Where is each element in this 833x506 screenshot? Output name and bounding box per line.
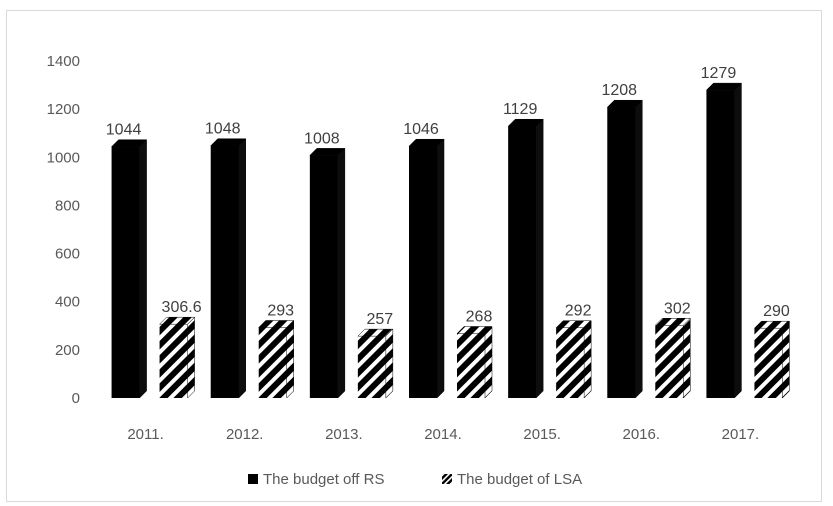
y-tick-label-5: 1000 [47,149,80,166]
bar-front-1-3 [409,146,437,398]
bar-side-1-4 [535,118,544,399]
bar-2-3 [456,325,493,399]
bar-side-2-3 [484,325,493,399]
bar-side-2-4 [583,320,592,399]
legend: The budget off RS The budget of LSA [248,471,582,488]
data-label-2-4: 292 [565,303,592,320]
bar-side-2-0 [187,316,195,399]
data-label-1-5: 1208 [601,82,637,99]
y-tick-label-2: 400 [55,294,80,311]
bar-front-1-5 [607,107,636,399]
bar-side-1-2 [337,147,346,399]
data-label-2-1: 293 [267,302,294,319]
bar-top-1-6 [705,82,743,91]
bar-2-2 [357,328,394,399]
bar-2-0 [158,316,196,399]
bar-front-1-0 [111,146,140,398]
bar-top-2-3 [456,326,493,334]
y-tick-label-6: 1200 [47,101,80,118]
data-label-1-1: 1048 [205,121,241,138]
bar-side-2-2 [385,328,394,399]
x-tick-label-3: 2014. [424,426,462,443]
x-tick-label-4: 2015. [523,426,561,443]
bar-1-4 [507,118,544,399]
bar-side-2-6 [782,320,790,399]
bar-top-2-0 [158,316,196,325]
data-label-2-0: 306.6 [162,299,202,316]
bar-side-1-6 [734,82,742,399]
bar-top-2-4 [555,320,592,328]
data-label-2-6: 290 [763,303,790,320]
y-tick-label-7: 1400 [47,53,80,70]
bar-top-1-3 [408,138,445,147]
bar-1-1 [210,138,247,399]
x-tick-label-0: 2011. [127,426,163,443]
bar-top-2-5 [654,318,691,326]
data-label-2-5: 302 [664,300,691,317]
bar-front-2-4 [556,327,585,398]
bar-side-1-5 [635,99,643,399]
bar-front-1-1 [210,145,239,398]
bar-front-2-1 [258,327,287,398]
bar-front-2-0 [159,324,188,398]
bar-2-6 [753,320,791,399]
bar-side-2-1 [286,319,294,399]
bar-top-2-2 [357,328,394,337]
data-label-2-2: 257 [367,311,394,328]
bar-side-1-1 [238,138,246,399]
legend-label-2: The budget of LSA [457,471,582,488]
bar-top-1-2 [309,148,346,156]
bar-2-5 [654,317,691,399]
y-axis: 0 200 400 600 800 1000 1200 1400 [47,53,80,407]
bar-top-1-1 [210,138,247,146]
bar-front-1-4 [508,126,537,398]
x-tick-label-1: 2012. [226,426,264,443]
legend-label-1: The budget off RS [263,471,384,488]
bar-top-2-6 [753,320,791,329]
data-label-1-0: 1044 [106,122,142,139]
data-label-1-2: 1008 [304,130,340,147]
bar-side-1-0 [139,139,147,399]
bar-front-2-6 [754,328,783,398]
bar-top-1-4 [507,118,544,127]
data-labels-layer: 1044 1048 1008 1046 1129 1208 1279 306.6 293 257 2… [106,65,790,328]
x-tick-label-5: 2016. [623,426,661,443]
data-label-2-3: 268 [466,308,493,325]
bar-front-2-5 [655,325,684,398]
bar-1-3 [408,138,445,399]
data-label-1-3: 1046 [403,121,439,138]
bar-top-1-0 [110,139,148,147]
y-tick-label-4: 800 [55,197,80,214]
data-label-1-4: 1129 [503,101,538,118]
y-tick-label-3: 600 [55,246,80,263]
x-tick-label-6: 2017. [722,426,760,443]
bar-side-1-3 [436,138,445,399]
bar-side-2-5 [683,317,691,399]
bar-front-2-3 [457,333,485,398]
bar-1-2 [309,147,346,399]
bar-top-2-1 [258,320,295,328]
bar-front-1-2 [309,155,338,398]
x-tick-label-2: 2013. [325,426,363,443]
bar-1-6 [705,82,743,399]
bar-front-1-6 [706,90,735,398]
bar-1-0 [110,139,148,399]
legend-swatch-2 [442,474,452,484]
y-tick-label-1: 200 [55,342,80,359]
bars-layer [110,82,791,399]
bar-2-4 [555,320,592,399]
bar-front-2-2 [357,336,386,398]
x-axis: 2011. 2012. 2013. 2014. 2015. 2016. 2017. [127,426,759,443]
y-tick-label-0: 0 [72,390,80,407]
bar-2-1 [258,319,295,399]
bar-top-1-5 [606,99,643,108]
data-label-1-6: 1279 [701,65,737,82]
bar-1-5 [606,99,643,399]
legend-swatch-1 [248,474,258,484]
